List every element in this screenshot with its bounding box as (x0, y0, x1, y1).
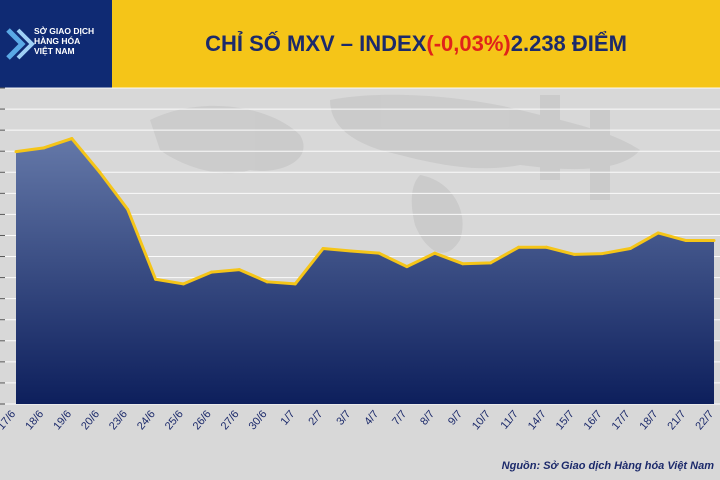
area-fill (16, 138, 714, 404)
data-point-4-7 (377, 251, 381, 255)
data-point-24-6 (154, 277, 158, 281)
x-tick-label: 11/7 (498, 408, 520, 431)
data-point-11-7 (517, 245, 521, 249)
header-bar: SỞ GIAO DỊCH HÀNG HÓA VIỆT NAM CHỈ SỐ MX… (0, 0, 720, 88)
x-tick-label: 30/6 (247, 408, 270, 432)
data-point-23-6 (126, 207, 130, 211)
x-tick-label: 8/7 (418, 408, 437, 427)
data-point-2-7 (321, 247, 325, 251)
data-point-15-7 (572, 252, 576, 256)
logo-chevron-icon (6, 28, 35, 60)
data-point-16-7 (600, 252, 604, 256)
data-point-9-7 (461, 262, 465, 266)
data-point-3-7 (349, 249, 353, 253)
x-tick-label: 21/7 (665, 408, 688, 432)
x-tick-label: 26/6 (191, 408, 214, 432)
data-point-18-6 (42, 146, 46, 150)
data-point-30-6 (265, 280, 269, 284)
data-point-10-7 (489, 261, 493, 265)
source-note: Nguồn: Sở Giao dịch Hàng hóa Việt Nam (501, 460, 714, 472)
data-point-18-7 (656, 231, 660, 235)
data-point-20-6 (98, 170, 102, 174)
data-point-19-6 (70, 137, 74, 141)
x-tick-label: 17/6 (0, 408, 18, 432)
x-tick-label: 17/7 (610, 408, 633, 432)
data-point-25-6 (182, 282, 186, 286)
x-tick-label: 19/6 (51, 408, 74, 432)
logo: SỞ GIAO DỊCH HÀNG HÓA VIỆT NAM (0, 0, 112, 88)
x-tick-label: 4/7 (362, 408, 381, 427)
series-line (15, 137, 714, 286)
x-tick-label: 27/6 (219, 408, 242, 432)
data-point-17-6 (14, 150, 18, 154)
x-tick-label: 18/7 (637, 408, 660, 432)
title-change: (-0,03%) (426, 31, 511, 56)
logo-line-1: SỞ GIAO DỊCH (34, 26, 95, 36)
x-tick-label: 15/7 (554, 408, 577, 432)
data-point-17-7 (628, 247, 632, 251)
data-point-26-6 (209, 270, 213, 274)
x-tick-label: 7/7 (390, 408, 409, 427)
data-points (14, 137, 716, 286)
x-tick-label: 14/7 (526, 408, 549, 432)
x-tick-label: 18/6 (23, 408, 46, 432)
x-tick-label: 23/6 (107, 408, 130, 432)
data-point-22-7 (712, 239, 716, 243)
x-tick-label: 1/7 (278, 408, 297, 427)
x-tick-label: 24/6 (135, 408, 158, 432)
world-map-backdrop (150, 94, 640, 253)
title-prefix: CHỈ SỐ MXV – INDEX (205, 31, 427, 56)
x-axis-ticks: 17/6 18/6 19/6 20/6 23/6 24/6 25/6 26/6 27/6 30/6… (0, 408, 716, 432)
x-tick-label: 3/7 (334, 408, 353, 427)
x-tick-label: 10/7 (470, 408, 493, 432)
data-point-1-7 (293, 282, 297, 286)
x-tick-label: 22/7 (693, 408, 716, 432)
x-tick-label: 20/6 (79, 408, 102, 432)
logo-text: SỞ GIAO DỊCH HÀNG HÓA VIỆT NAM (34, 26, 94, 56)
data-point-21-7 (684, 239, 688, 243)
x-tick-label: 2/7 (306, 408, 325, 427)
data-point-14-7 (544, 245, 548, 249)
x-tick-label: 25/6 (163, 408, 186, 432)
data-point-7-7 (405, 265, 409, 269)
data-point-27-6 (237, 268, 241, 272)
logo-line-3: VIỆT NAM (34, 46, 75, 56)
logo-line-2: HÀNG HÓA (34, 36, 81, 46)
x-tick-label: 9/7 (446, 408, 465, 427)
chart-title: CHỈ SỐ MXV – INDEX (-0,03%) 2.238 ĐIỂM (112, 0, 720, 88)
data-point-8-7 (433, 251, 437, 255)
title-suffix: 2.238 ĐIỂM (510, 31, 627, 56)
x-tick-label: 16/7 (582, 408, 605, 432)
